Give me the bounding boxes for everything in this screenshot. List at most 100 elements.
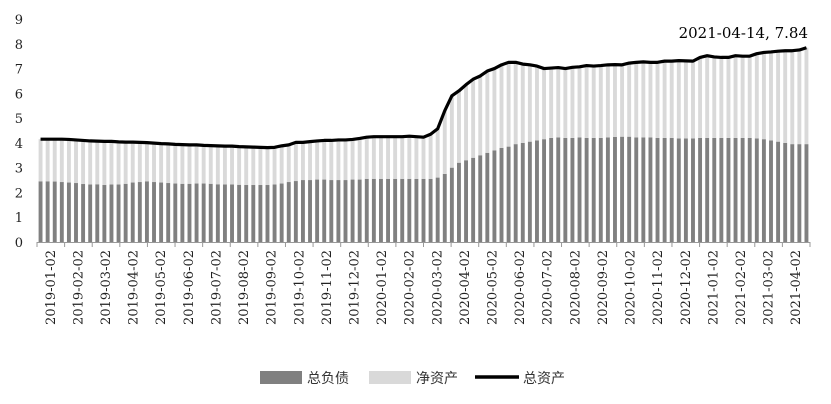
- liabilities-bar: [428, 178, 433, 242]
- net-assets-bar: [364, 137, 369, 179]
- liabilities-bar: [38, 181, 43, 242]
- liabilities-bar: [208, 183, 213, 242]
- net-assets-bar: [357, 138, 362, 180]
- net-assets-bar: [336, 139, 341, 181]
- liabilities-bar: [783, 142, 788, 242]
- net-assets-bar: [343, 139, 348, 181]
- liabilities-bar: [322, 179, 327, 242]
- net-assets-bar: [201, 145, 206, 184]
- liabilities-bar: [407, 178, 412, 242]
- net-assets-bar: [194, 144, 199, 184]
- liabilities-bar: [627, 136, 632, 242]
- x-tick-label: 2019-08-02: [237, 250, 252, 325]
- x-tick-label: 2020-04-02: [458, 250, 473, 325]
- liabilities-bar: [81, 184, 86, 242]
- liabilities-bar: [733, 137, 738, 242]
- x-tick-label: 2019-11-02: [320, 250, 335, 325]
- net-assets-bar: [620, 64, 625, 137]
- net-assets-bar: [605, 64, 610, 138]
- liabilities-bar: [258, 185, 263, 242]
- liabilities-bar: [74, 183, 78, 242]
- net-assets-bar: [747, 56, 752, 138]
- net-assets-bar: [783, 50, 788, 143]
- net-assets-bar: [208, 145, 213, 184]
- net-assets-bar: [279, 145, 284, 184]
- legend-swatch: [369, 371, 411, 384]
- liabilities-bar: [499, 147, 504, 242]
- net-assets-bar: [556, 67, 561, 138]
- liabilities-bar: [137, 182, 142, 242]
- liabilities-bar: [393, 178, 398, 242]
- net-assets-bar: [272, 147, 277, 185]
- liabilities-bar: [130, 182, 135, 242]
- x-tick-label: 2021-04-02: [789, 250, 804, 325]
- liabilities-bar: [613, 136, 617, 242]
- liabilities-bar: [492, 150, 497, 242]
- liabilities-bar: [52, 181, 57, 242]
- legend-label: 净资产: [416, 371, 458, 387]
- net-assets-bar: [535, 66, 539, 141]
- liabilities-bar: [655, 137, 660, 242]
- legend-label: 总负债: [307, 371, 349, 387]
- liabilities-bar: [386, 178, 390, 242]
- liabilities-bar: [620, 136, 625, 242]
- net-assets-bar: [95, 141, 100, 185]
- liabilities-bar: [556, 137, 561, 242]
- net-assets-bar: [371, 136, 376, 179]
- x-tick-label: 2021-03-02: [762, 250, 777, 325]
- net-assets-bar: [315, 140, 320, 180]
- net-assets-bar: [144, 142, 149, 182]
- liabilities-bar: [336, 180, 341, 242]
- net-assets-bar: [478, 75, 483, 156]
- net-assets-bar: [52, 139, 57, 182]
- net-assets-bar: [442, 110, 447, 174]
- liabilities-bar: [648, 137, 653, 242]
- liabilities-bar: [166, 183, 171, 242]
- net-assets-bar: [683, 60, 688, 139]
- net-assets-bar: [38, 139, 43, 182]
- liabilities-bar: [776, 141, 781, 242]
- net-assets-bar: [492, 68, 497, 151]
- liabilities-bar: [265, 185, 270, 242]
- net-assets-bar: [293, 142, 298, 182]
- bars: [38, 47, 809, 242]
- y-tick-label: 7: [15, 63, 23, 78]
- net-assets-bar: [329, 140, 334, 181]
- liabilities-bar: [747, 137, 752, 242]
- liabilities-bar: [308, 180, 312, 242]
- last-point-annotation: 2021-04-14, 7.84: [679, 24, 808, 42]
- liabilities-bar: [180, 183, 185, 242]
- x-tick-label: 2019-07-02: [209, 250, 224, 325]
- net-assets-bar: [102, 141, 107, 186]
- net-assets-bar: [776, 51, 781, 142]
- y-tick-label: 6: [15, 87, 23, 102]
- liabilities-bar: [159, 182, 164, 242]
- liabilities-bar: [464, 160, 469, 242]
- net-assets-bar: [471, 79, 476, 158]
- net-assets-bar: [428, 134, 433, 179]
- net-assets-bar: [88, 140, 93, 185]
- liabilities-bar: [286, 182, 291, 242]
- liabilities-bar: [357, 179, 362, 242]
- y-tick-label: 0: [15, 236, 23, 251]
- liabilities-bar: [329, 180, 334, 242]
- liabilities-bar: [109, 184, 114, 242]
- net-assets-bar: [159, 143, 164, 183]
- liabilities-bar: [95, 184, 100, 242]
- net-assets-bar: [66, 139, 71, 183]
- liabilities-bar: [187, 183, 192, 242]
- net-assets-bar: [393, 136, 398, 179]
- net-assets-bar: [322, 140, 327, 180]
- net-assets-bar: [598, 65, 603, 138]
- y-tick-label: 5: [15, 112, 23, 127]
- y-tick-label: 4: [15, 137, 23, 152]
- liabilities-bar: [364, 178, 369, 242]
- total-assets-line: [40, 46, 807, 150]
- net-assets-bar: [740, 56, 745, 138]
- liabilities-bar: [59, 182, 64, 242]
- liabilities-bar: [102, 185, 107, 242]
- x-tick-label: 2020-05-02: [486, 250, 501, 325]
- x-tick-label: 2019-01-02: [44, 250, 59, 325]
- liabilities-bar: [45, 181, 50, 242]
- legend-swatch: [260, 371, 302, 384]
